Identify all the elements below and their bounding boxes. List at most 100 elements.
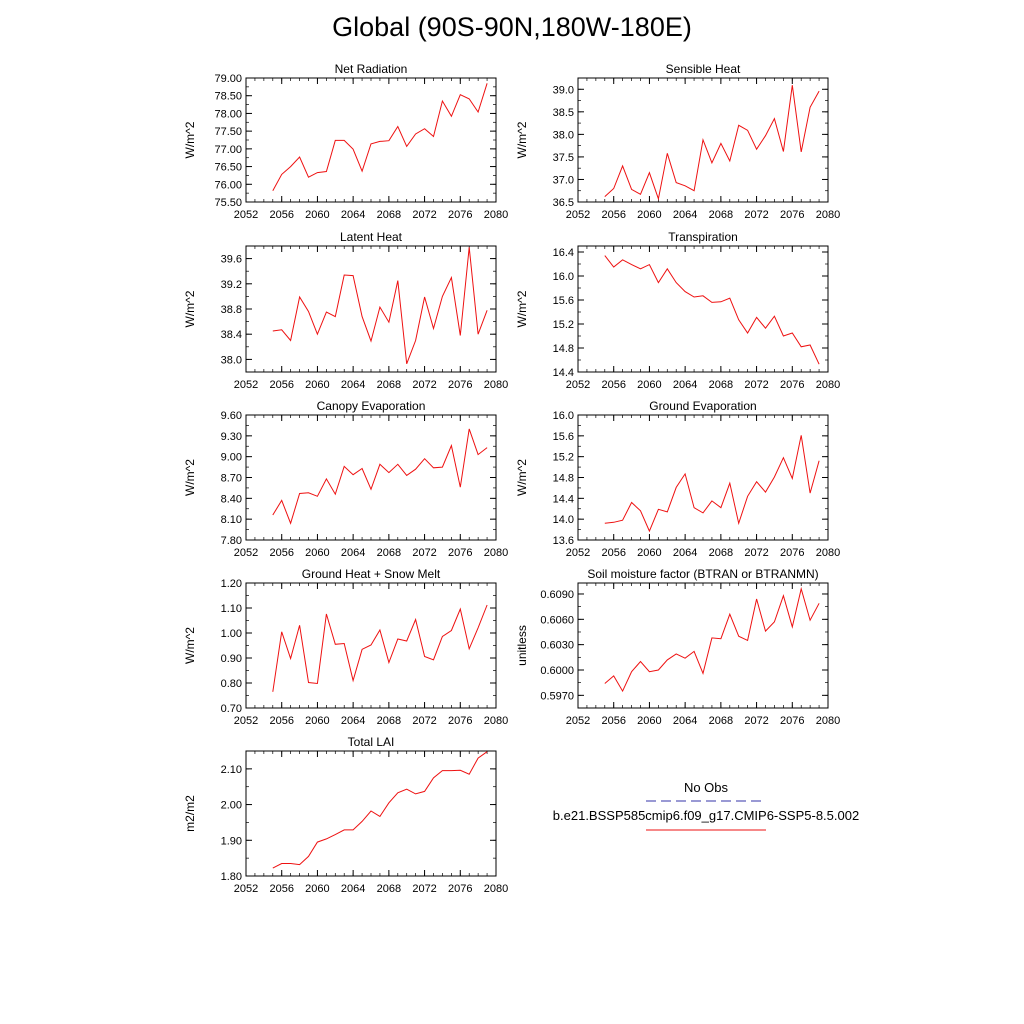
plot-frame: [245, 77, 497, 203]
y-tick-label: 15.6: [553, 431, 574, 443]
x-tick-label: 2068: [709, 209, 733, 221]
panel-9: Total LAI 2052 2056 2060 2064 2068 2072 2076 208…: [183, 735, 508, 895]
plot-frame: [245, 245, 497, 373]
y-tick-label: 36.5: [553, 197, 574, 209]
series-line: [272, 604, 488, 692]
y-tick-label: 13.6: [553, 535, 574, 547]
plot-frame: [245, 750, 497, 877]
x-tick-label: 2064: [673, 379, 697, 391]
x-tick-label: 2068: [377, 715, 401, 727]
series-line: [272, 83, 488, 191]
y-tick-label: 9.00: [221, 452, 242, 464]
x-tick-label: 2052: [234, 547, 258, 559]
series-line: [272, 428, 488, 525]
y-tick-label: 1.20: [221, 578, 242, 590]
panel-title: Soil moisture factor (BTRAN or BTRANMN): [587, 567, 818, 581]
x-tick-label: 2076: [780, 715, 804, 727]
y-tick-label: 38.4: [221, 329, 242, 341]
x-tick-label: 2076: [448, 547, 472, 559]
x-tick-label: 2072: [412, 715, 436, 727]
y-tick-label: 2.00: [221, 800, 242, 812]
y-tick-label: 0.6090: [540, 589, 574, 601]
x-tick-label: 2064: [673, 547, 697, 559]
y-axis-label: W/m^2: [515, 290, 529, 327]
x-tick-label: 2060: [305, 379, 329, 391]
x-tick-label: 2064: [341, 379, 365, 391]
x-tick-label: 2052: [566, 209, 590, 221]
panel-title: Transpiration: [668, 230, 738, 244]
x-tick-label: 2068: [377, 379, 401, 391]
x-tick-label: 2080: [484, 209, 508, 221]
y-axis-label: W/m^2: [515, 459, 529, 496]
panel-2: Sensible Heat 2052 2056 2060 2064 2068 2072 207…: [515, 62, 840, 221]
y-tick-label: 14.0: [553, 514, 574, 526]
legend-model-label: b.e21.BSSP585cmip6.f09_g17.CMIP6-SSP5-8.…: [553, 808, 859, 823]
y-tick-label: 37.0: [553, 174, 574, 186]
legend: No Obs b.e21.BSSP585cmip6.f09_g17.CMIP6-S…: [553, 780, 859, 831]
plot-frame: [577, 414, 829, 541]
y-tick-label: 7.80: [221, 535, 242, 547]
panel-5: Canopy Evaporation 2052 2056 2060 2064 2068 20…: [183, 399, 508, 559]
y-tick-label: 78.00: [214, 108, 242, 120]
series-line: [604, 85, 820, 201]
x-tick-label: 2064: [341, 209, 365, 221]
y-tick-label: 0.5970: [540, 690, 574, 702]
x-tick-label: 2060: [305, 547, 329, 559]
panel-title: Ground Heat + Snow Melt: [302, 567, 441, 581]
y-tick-label: 39.0: [553, 84, 574, 96]
x-tick-label: 2072: [744, 547, 768, 559]
x-tick-label: 2056: [269, 547, 293, 559]
panel-6: Ground Evaporation 2052 2056 2060 2064 2068 20…: [515, 399, 840, 559]
y-axis-label: m2/m2: [183, 795, 197, 832]
x-tick-label: 2072: [412, 883, 436, 895]
page-title: Global (90S-90N,180W-180E): [332, 12, 692, 42]
y-tick-label: 1.80: [221, 871, 242, 883]
panel-title: Total LAI: [348, 735, 395, 749]
y-tick-label: 1.00: [221, 628, 242, 640]
x-tick-label: 2052: [566, 715, 590, 727]
y-tick-label: 39.2: [221, 279, 242, 291]
y-tick-label: 75.50: [214, 197, 242, 209]
y-tick-label: 0.70: [221, 703, 242, 715]
x-tick-label: 2076: [780, 209, 804, 221]
panel-8: Soil moisture factor (BTRAN or BTRANMN) 2…: [515, 567, 840, 727]
x-tick-label: 2060: [637, 715, 661, 727]
x-tick-label: 2052: [566, 379, 590, 391]
x-tick-label: 2080: [816, 547, 840, 559]
x-tick-label: 2072: [412, 209, 436, 221]
y-tick-label: 9.60: [221, 410, 242, 422]
panel-3: Latent Heat 2052 2056 2060 2064 2068 2072 2076 2…: [183, 230, 508, 391]
y-tick-label: 15.2: [553, 452, 574, 464]
x-tick-label: 2060: [305, 883, 329, 895]
x-tick-label: 2056: [269, 715, 293, 727]
y-tick-label: 16.0: [553, 271, 574, 283]
panel-title: Ground Evaporation: [649, 399, 756, 413]
series-line: [604, 255, 820, 365]
y-tick-label: 14.4: [553, 367, 574, 379]
x-tick-label: 2076: [448, 379, 472, 391]
x-tick-label: 2060: [637, 547, 661, 559]
x-tick-label: 2056: [269, 379, 293, 391]
y-tick-label: 38.5: [553, 107, 574, 119]
y-tick-label: 1.90: [221, 835, 242, 847]
x-tick-label: 2080: [484, 379, 508, 391]
y-tick-label: 9.30: [221, 431, 242, 443]
y-tick-label: 77.00: [214, 144, 242, 156]
x-tick-label: 2068: [709, 379, 733, 391]
y-axis-label: W/m^2: [183, 627, 197, 664]
panel-title: Canopy Evaporation: [317, 399, 426, 413]
y-tick-label: 38.0: [553, 129, 574, 141]
x-tick-label: 2056: [601, 547, 625, 559]
x-tick-label: 2068: [709, 547, 733, 559]
y-tick-label: 39.6: [221, 254, 242, 266]
x-tick-label: 2056: [601, 379, 625, 391]
x-tick-label: 2064: [673, 209, 697, 221]
series-line: [604, 435, 820, 533]
y-tick-label: 38.0: [221, 354, 242, 366]
y-tick-label: 16.0: [553, 410, 574, 422]
series-line: [604, 586, 820, 693]
y-tick-label: 0.6000: [540, 665, 574, 677]
x-tick-label: 2056: [269, 209, 293, 221]
y-axis-label: W/m^2: [515, 121, 529, 158]
y-tick-label: 0.6030: [540, 640, 574, 652]
